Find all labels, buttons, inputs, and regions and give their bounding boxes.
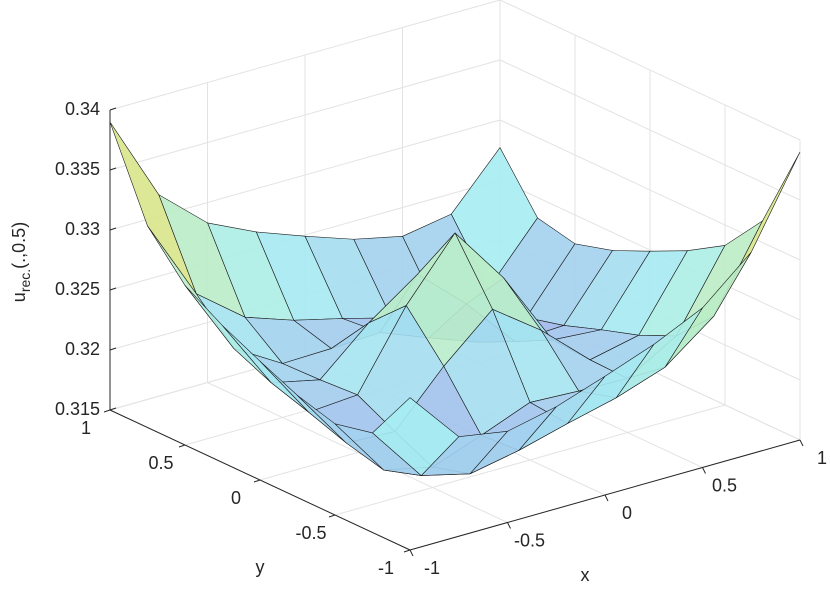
z-tick [109,107,117,111]
z-tick [109,347,117,351]
z-label-base: u [9,292,29,302]
surface-patch [372,397,460,476]
x-tick-label: 0 [622,503,632,523]
x-tick [409,549,414,557]
y-tick-label: 1 [81,418,91,438]
x-tick [799,439,804,447]
grid-line [334,404,726,516]
y-axis-label: y [256,557,265,577]
z-tick-label: 0.33 [65,219,100,239]
y-tick-label: 0 [231,488,241,508]
z-tick-label: 0.325 [55,279,100,299]
z-tick [109,227,117,231]
x-tick-label: -0.5 [514,530,545,550]
grid-line [109,0,501,111]
z-tick-label: 0.34 [65,99,100,119]
plot: -1-0.500.51-1-0.500.510.3150.320.3250.33… [55,0,827,578]
z-tick-label: 0.32 [65,339,100,359]
y-tick [328,514,336,518]
x-tick [604,494,609,502]
grid-line [499,0,801,141]
x-tick-label: -1 [424,558,440,578]
z-tick [109,167,117,171]
x-tick-label: 1 [817,448,827,468]
z-label-subscript: rec. [17,269,33,292]
y-tick [178,444,186,448]
x-tick [702,467,706,474]
x-axis-label: x [581,565,590,585]
y-tick-label: -1 [378,558,394,578]
x-tick-label: 0.5 [712,475,737,495]
y-tick [403,549,411,553]
z-tick [109,407,117,411]
z-tick-label: 0.335 [55,159,100,179]
grid-line [499,179,801,321]
grid-line [499,59,801,201]
y-tick [103,409,111,413]
y-tick-label: 0.5 [148,453,173,473]
grid-line [109,59,501,171]
z-label-suffix: (.,0.5) [9,222,29,269]
z-axis-label: urec.(.,0.5) [9,222,33,302]
z-tick [109,287,117,291]
z-tick-label: 0.315 [55,399,100,419]
surface-patch [109,121,197,294]
grid-line [109,179,501,291]
y-tick-label: -0.5 [295,523,326,543]
x-tick [507,522,511,529]
y-tick [253,479,261,483]
